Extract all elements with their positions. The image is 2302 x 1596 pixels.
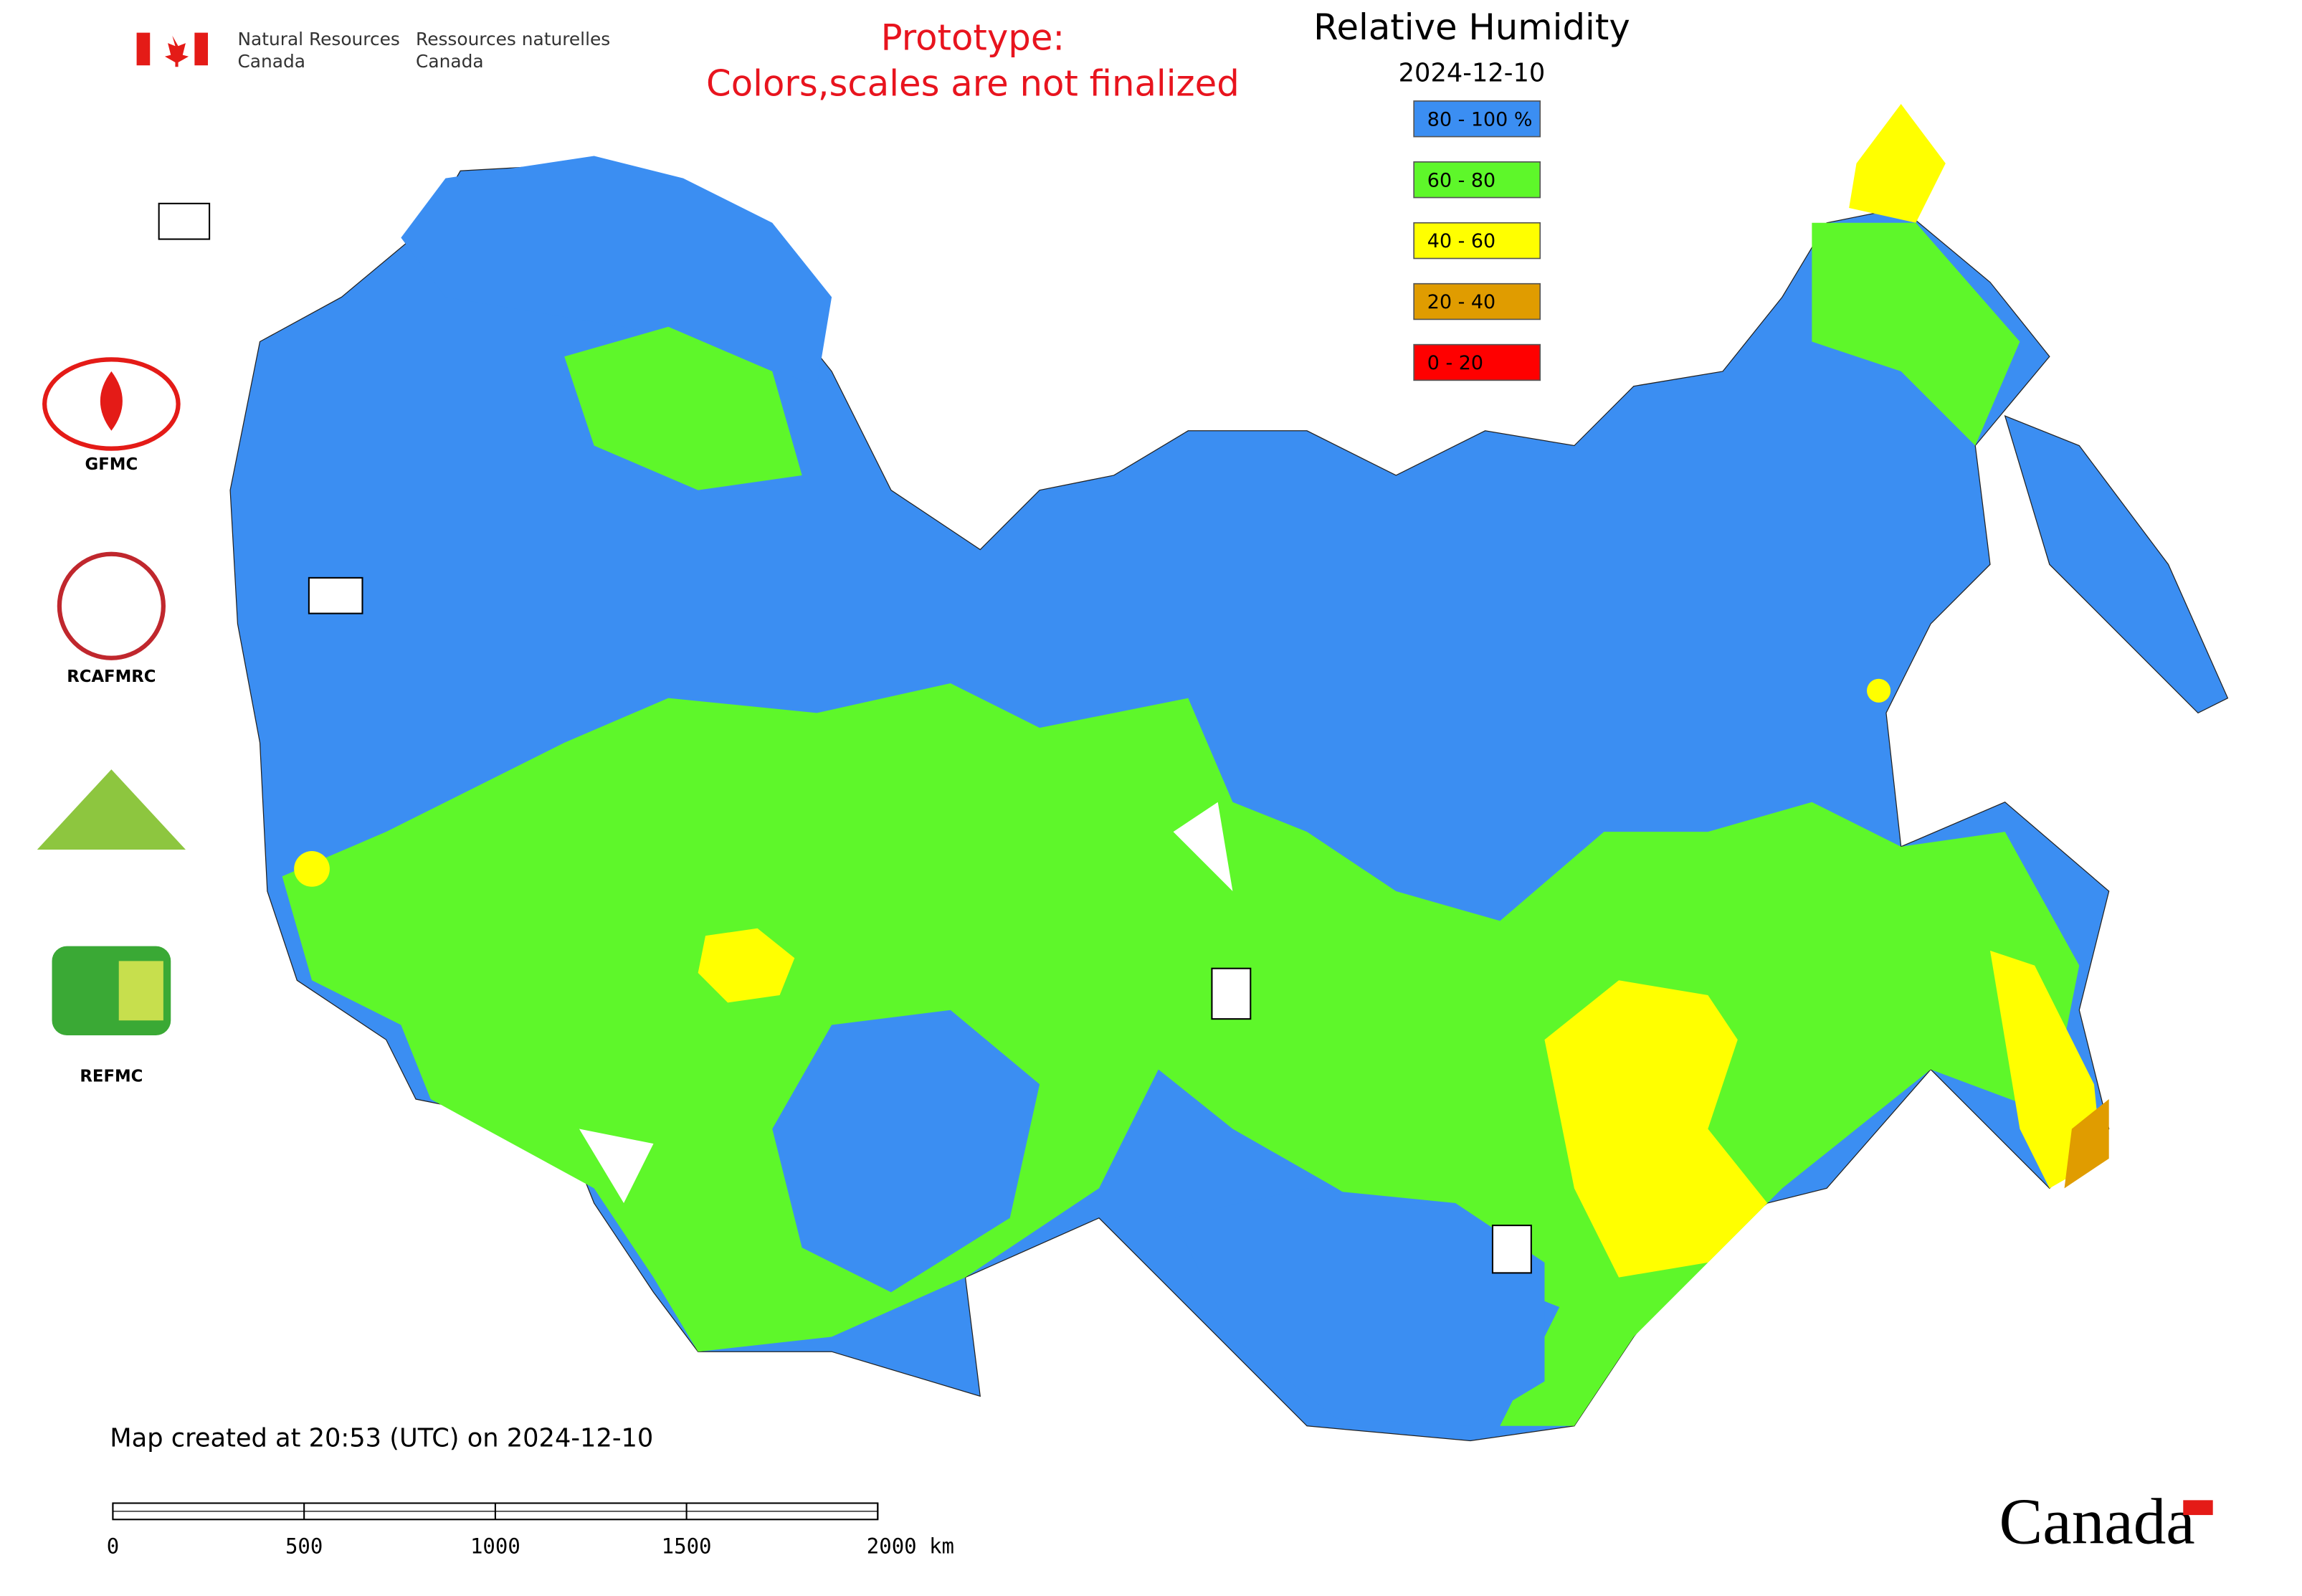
agency-en: Natural Resources (237, 29, 399, 49)
notice: Colors,scales are not finalized (706, 63, 1240, 105)
legend-swatch (1413, 282, 1541, 320)
legend-label: 60 - 80 (1427, 169, 1495, 191)
agency-en: Canada (237, 51, 305, 72)
scale-bar: 0 500 1000 1500 2000 km (107, 1502, 954, 1559)
date: 2024-12-10 (1399, 59, 1546, 88)
legend-label: 0 - 20 (1427, 352, 1483, 374)
scale-label: 2000 km (867, 1534, 954, 1559)
logo-label: GFMC (85, 455, 138, 474)
legend-swatch (1413, 343, 1541, 381)
gfmc-marker (158, 202, 211, 240)
legend-swatch (1413, 222, 1541, 260)
reefmc-logo (37, 769, 186, 850)
legend-swatch (1413, 100, 1541, 138)
scale-label: 500 (285, 1534, 323, 1559)
map (229, 104, 2229, 1442)
scale-label: 0 (107, 1534, 119, 1559)
refmc-marker (1211, 967, 1252, 1020)
canada-wordmark: Canada (1999, 1486, 2194, 1558)
scale-label: 1500 (662, 1534, 712, 1559)
title: Relative Humidity (1313, 6, 1630, 48)
logo-label: RCAFMRC (67, 668, 156, 686)
legend-label: 40 - 60 (1427, 230, 1495, 252)
logo-label: REFMC (80, 1067, 143, 1086)
footer: Map created at 20:53 (UTC) on 2024-12-10 (110, 1423, 653, 1453)
scale-label: 1000 (470, 1534, 520, 1559)
notice: Prototype: (881, 16, 1065, 58)
reefmc-marker (308, 576, 363, 614)
legend: 80 - 100 % 60 - 80 40 - 60 20 - 40 0 - 20 (1413, 100, 1541, 381)
rcafmrc-marker (1491, 1225, 1532, 1274)
gov-logo (136, 32, 209, 67)
legend-label: 20 - 40 (1427, 291, 1495, 313)
wordmark-flag (2183, 1500, 2213, 1516)
rcafmrc-logo (57, 551, 166, 660)
agency-fr: Canada (416, 51, 484, 72)
legend-label: 80 - 100 % (1427, 108, 1533, 130)
agency-fr: Ressources naturelles (416, 29, 610, 49)
legend-swatch (1413, 161, 1541, 199)
gfmc-logo (42, 357, 181, 451)
